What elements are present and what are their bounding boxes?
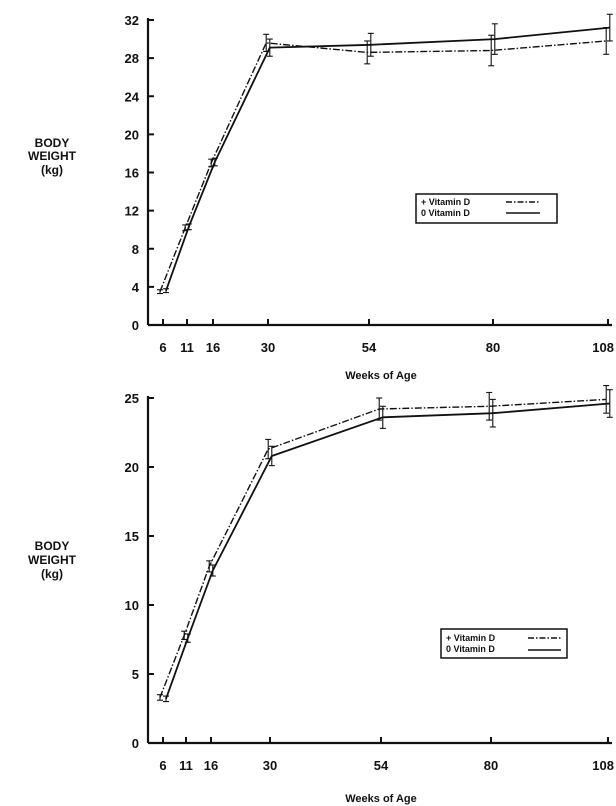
x-tick-label: 11 bbox=[179, 758, 193, 773]
x-tick-label: 16 bbox=[204, 758, 218, 773]
x-tick-label: 30 bbox=[263, 758, 277, 773]
legend-box bbox=[440, 628, 568, 659]
x-tick-label: 6 bbox=[159, 340, 166, 355]
x-tick-label: 11 bbox=[180, 340, 194, 355]
data-point-series-2 bbox=[379, 405, 386, 429]
x-tick-label: 80 bbox=[486, 340, 500, 355]
data-point-series-2 bbox=[209, 564, 216, 577]
series-line-2 bbox=[165, 26, 610, 292]
x-tick-label: 108 bbox=[592, 340, 614, 355]
y-axis-label-line-2: WEIGHT bbox=[28, 553, 77, 567]
data-point-series-2 bbox=[184, 633, 191, 643]
data-point-series-2 bbox=[367, 32, 374, 57]
data-point-series-1 bbox=[265, 438, 272, 460]
chart-bottom: BODY WEIGHT (kg) Weeks of Age + Vitamin … bbox=[28, 385, 614, 805]
series-line-1 bbox=[159, 40, 607, 292]
y-axis-label-line-3: (kg) bbox=[41, 567, 63, 581]
x-tick-label: 108 bbox=[592, 758, 614, 773]
x-axis-title: Weeks of Age bbox=[345, 793, 417, 805]
data-point-series-2 bbox=[163, 695, 169, 703]
y-tick-label: 8 bbox=[132, 242, 139, 257]
y-tick-label: 28 bbox=[125, 51, 139, 66]
legend-label-series-2: 0 Vitamin D bbox=[421, 208, 470, 218]
x-tick-label: 80 bbox=[484, 758, 498, 773]
x-tick-label: 54 bbox=[374, 758, 389, 773]
legend: + Vitamin D 0 Vitamin D bbox=[415, 193, 558, 224]
data-point-series-1 bbox=[603, 385, 610, 414]
y-tick-label: 0 bbox=[132, 736, 139, 751]
y-tick-label: 4 bbox=[132, 280, 140, 295]
legend-label-series-1: + Vitamin D bbox=[421, 197, 471, 207]
y-tick-label: 20 bbox=[125, 127, 139, 142]
x-tick-label: 54 bbox=[362, 340, 377, 355]
data-point-series-2 bbox=[163, 288, 169, 294]
y-axis-label-line-1: BODY bbox=[35, 539, 70, 553]
data-point-series-2 bbox=[211, 157, 218, 167]
y-tick-label: 5 bbox=[132, 667, 139, 682]
data-point-series-2 bbox=[606, 13, 613, 42]
data-point-series-2 bbox=[268, 445, 275, 467]
y-axis-label-line-1: BODY bbox=[35, 136, 70, 150]
y-tick-label: 24 bbox=[125, 89, 140, 104]
x-tick-label: 30 bbox=[261, 340, 275, 355]
x-tick-label: 16 bbox=[206, 340, 220, 355]
y-tick-label: 10 bbox=[125, 598, 139, 613]
data-point-series-2 bbox=[185, 223, 192, 231]
x-tick-label: 6 bbox=[159, 758, 166, 773]
data-point-series-1 bbox=[206, 560, 213, 573]
y-tick-label: 20 bbox=[125, 460, 139, 475]
y-tick-label: 15 bbox=[125, 529, 139, 544]
y-tick-label: 16 bbox=[125, 166, 139, 181]
y-axis-label-line-3: (kg) bbox=[41, 163, 63, 177]
chart-top: BODY WEIGHT (kg) Weeks of Age + Vitamin … bbox=[28, 13, 614, 382]
y-tick-label: 12 bbox=[125, 204, 139, 219]
data-point-series-1 bbox=[157, 289, 163, 295]
y-axis-label-line-2: WEIGHT bbox=[28, 149, 77, 163]
data-point-series-2 bbox=[489, 398, 496, 428]
y-tick-label: 32 bbox=[125, 13, 139, 28]
data-point-series-2 bbox=[266, 38, 273, 57]
legend: + Vitamin D 0 Vitamin D bbox=[440, 628, 568, 659]
y-tick-label: 0 bbox=[132, 318, 139, 333]
data-point-series-2 bbox=[491, 23, 498, 55]
data-point-series-1 bbox=[157, 694, 163, 701]
legend-box bbox=[415, 193, 558, 224]
legend-label-series-2: 0 Vitamin D bbox=[446, 644, 495, 654]
data-point-series-2 bbox=[606, 389, 613, 418]
data-point-series-1 bbox=[488, 34, 495, 67]
x-axis-title: Weeks of Age bbox=[345, 370, 417, 382]
legend-label-series-1: + Vitamin D bbox=[446, 633, 496, 643]
data-point-series-1 bbox=[486, 391, 493, 421]
data-point-series-1 bbox=[181, 630, 188, 641]
y-tick-label: 25 bbox=[125, 391, 139, 406]
